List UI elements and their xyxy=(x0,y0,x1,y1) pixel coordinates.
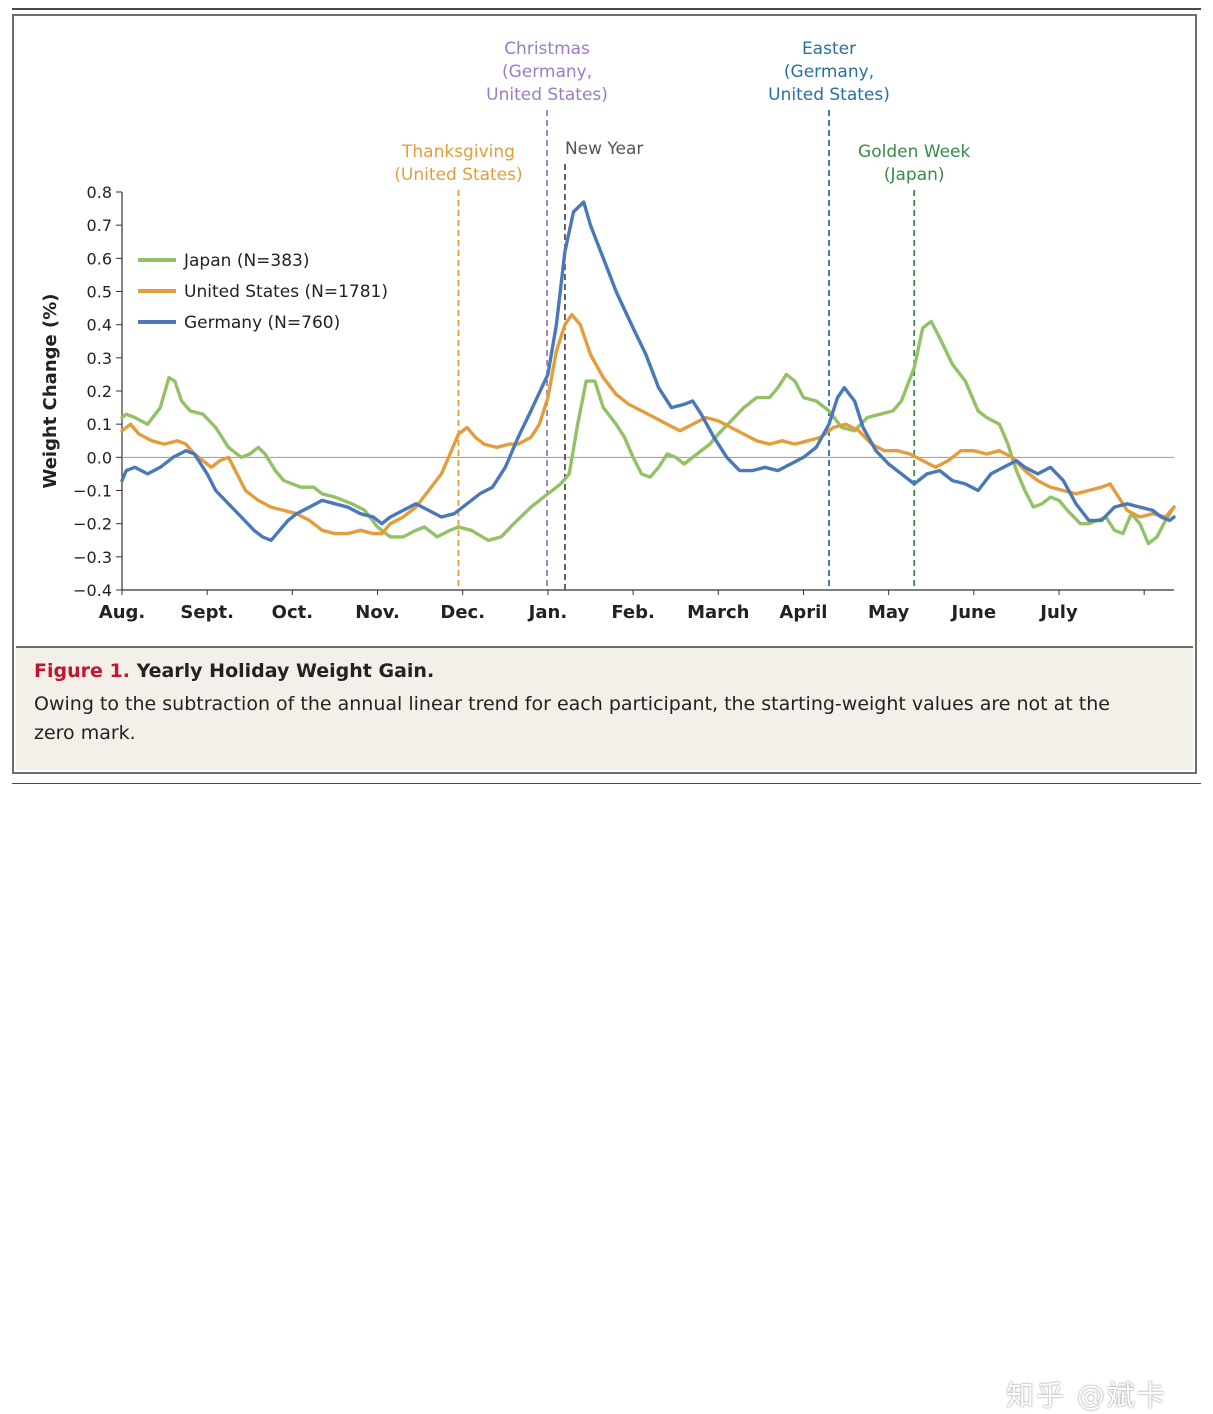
y-tick-label: −0.1 xyxy=(73,482,112,501)
y-tick-label: 0.7 xyxy=(87,216,112,235)
figure-title: Yearly Holiday Weight Gain. xyxy=(136,660,435,682)
x-tick-label: Nov. xyxy=(355,602,400,623)
x-tick-label: May xyxy=(868,602,910,623)
x-tick-label: Sept. xyxy=(180,602,234,623)
caption-heading: Figure 1. Yearly Holiday Weight Gain. xyxy=(34,660,1175,682)
legend-label: United States (N=1781) xyxy=(184,282,388,302)
holiday-label: (Japan) xyxy=(884,165,945,185)
x-tick-label: Aug. xyxy=(99,602,145,623)
y-tick-label: 0.6 xyxy=(87,249,112,268)
y-tick-label: 0.8 xyxy=(87,183,112,202)
holiday-label: (Germany, xyxy=(502,62,592,82)
y-tick-label: 0.3 xyxy=(87,349,112,368)
x-tick-label: Dec. xyxy=(440,602,485,623)
y-tick-label: 0.4 xyxy=(87,316,112,335)
holiday-label: United States) xyxy=(768,85,890,105)
legend-label: Japan (N=383) xyxy=(183,251,310,271)
x-tick-label: March xyxy=(687,602,749,623)
figure-label: Figure 1. xyxy=(34,660,130,682)
holiday-label: Easter xyxy=(802,39,856,59)
holiday-label: United States) xyxy=(486,85,608,105)
top-rule xyxy=(12,8,1201,10)
bottom-rule xyxy=(12,783,1201,784)
x-tick-label: April xyxy=(779,602,827,623)
watermark: 知乎 @斌卡 xyxy=(1006,1379,1167,1412)
holiday-label: New Year xyxy=(565,139,643,159)
holiday-label: Thanksgiving xyxy=(401,142,515,162)
x-tick-label: July xyxy=(1038,602,1078,623)
y-tick-label: −0.3 xyxy=(73,548,112,567)
x-tick-label: Feb. xyxy=(611,602,655,623)
series-line xyxy=(120,313,1176,536)
y-tick-label: −0.2 xyxy=(73,515,112,534)
y-tick-label: 0.5 xyxy=(87,283,112,302)
holiday-label: Christmas xyxy=(504,39,590,59)
caption-text: Owing to the subtraction of the annual l… xyxy=(34,693,1110,744)
y-tick-label: −0.4 xyxy=(73,581,112,600)
series-line xyxy=(120,200,1176,542)
y-tick-label: 0.2 xyxy=(87,382,112,401)
series-line xyxy=(120,319,1176,546)
holiday-label: Golden Week xyxy=(858,142,970,162)
y-tick-label: 0.0 xyxy=(87,448,112,467)
x-tick-label: Jan. xyxy=(527,602,568,623)
holiday-label: (United States) xyxy=(394,165,522,185)
x-tick-label: Oct. xyxy=(272,602,313,623)
y-axis-title: Weight Change (%) xyxy=(40,294,61,489)
figure-caption: Figure 1. Yearly Holiday Weight Gain. Ow… xyxy=(16,646,1193,1412)
y-tick-label: 0.1 xyxy=(87,415,112,434)
legend-label: Germany (N=760) xyxy=(184,313,340,333)
holiday-label: (Germany, xyxy=(784,62,874,82)
x-tick-label: June xyxy=(950,602,997,623)
line-chart: −0.4 −0.3 −0.2 −0.1 0.0 0.1 0.2 0.3 0.4 0.5 0.6 0.7… xyxy=(40,39,1176,623)
figure-frame: −0.4 −0.3 −0.2 −0.1 0.0 0.1 0.2 0.3 0.4 0.5 0.6 0.7… xyxy=(12,14,1197,1412)
